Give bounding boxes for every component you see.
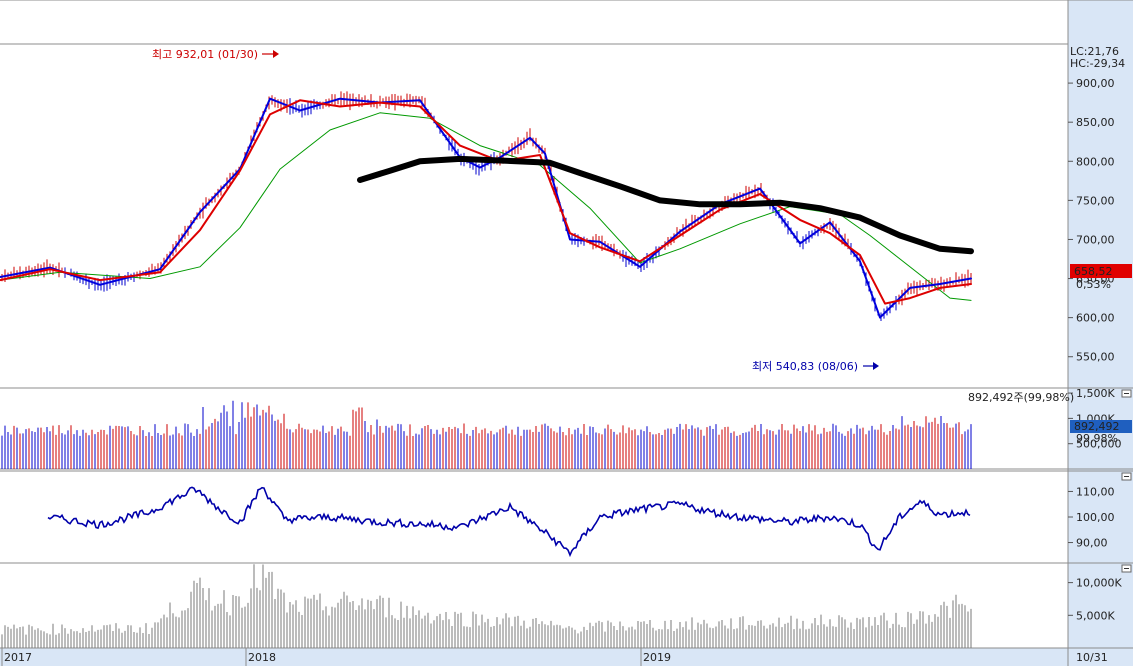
y-tick-label: 90,00 [1076, 537, 1108, 550]
high-annotation: 최고 932,01 (01/30) [152, 48, 258, 61]
volume-header: 892,492주(99,98%) [968, 391, 1074, 404]
y-tick-label: 800,00 [1076, 155, 1115, 168]
y-tick-label: 5,000K [1076, 609, 1115, 622]
price-candles [1, 91, 972, 322]
x-label-2017: 2017 [4, 651, 32, 664]
y-tick-label: 110,00 [1076, 485, 1115, 498]
current-price-box [1070, 264, 1132, 278]
volume-current-box [1070, 420, 1132, 433]
y-tick-label: 10,000K [1076, 577, 1122, 590]
ma-long-line [0, 112, 972, 301]
x-axis-bg [0, 648, 1068, 666]
price-moving-averages [0, 97, 974, 319]
ratio-panel-collapse-button[interactable] [1121, 472, 1132, 481]
current-price-label: 658,52 [1074, 265, 1113, 278]
hc-label: HC:-29,34 [1070, 57, 1125, 70]
y-tick-label: 700,00 [1076, 233, 1115, 246]
x-label-2018: 2018 [248, 651, 276, 664]
ma-extra-line [357, 155, 974, 255]
lc-label: LC:21,76 [1070, 45, 1119, 58]
ma-mid-line [0, 97, 972, 319]
top-blank-area [0, 0, 1068, 44]
low-arrow-head [873, 362, 879, 370]
ratio-path [47, 486, 971, 558]
y-tick-label: 850,00 [1076, 116, 1115, 129]
y-tick-label: 600,00 [1076, 312, 1115, 325]
low-annotation: 최저 540,83 (08/06) [752, 360, 858, 373]
high-arrow-head [273, 50, 279, 58]
change-pct-label: 0,53% [1076, 278, 1111, 291]
volume-bars [1, 400, 972, 469]
price-axis-bg [1068, 0, 1133, 666]
y-tick-label: 550,00 [1076, 351, 1115, 364]
y-tick-label: 900,00 [1076, 77, 1115, 90]
bottom-volume-bars [1, 564, 972, 648]
volume-current-pct: 99,98% [1076, 432, 1118, 445]
volume-current-label: 892,492 [1074, 420, 1120, 433]
x-end-label: 10/31 [1076, 651, 1108, 664]
y-tick-label: 750,00 [1076, 194, 1115, 207]
volume-panel-collapse-button[interactable] [1121, 389, 1132, 398]
ma-short-line [0, 99, 972, 305]
y-tick-label: 500,000 [1076, 438, 1122, 451]
bottom-panel-collapse-button[interactable] [1121, 564, 1132, 573]
y-tick-label: 100,00 [1076, 511, 1115, 524]
y-tick-label: 1,500K [1076, 387, 1115, 400]
ratio-line [47, 486, 971, 558]
x-label-2019: 2019 [643, 651, 671, 664]
